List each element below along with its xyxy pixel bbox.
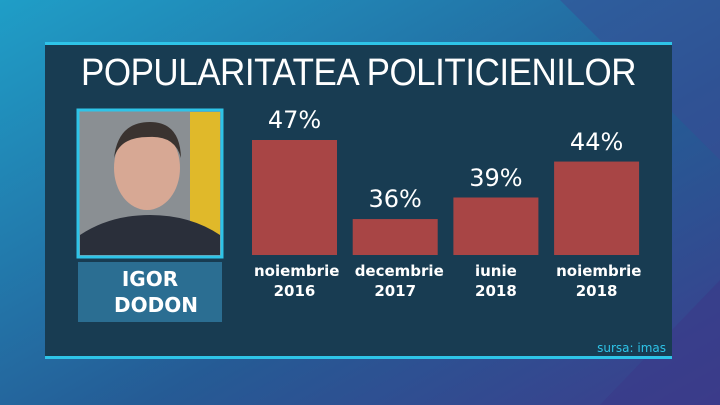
- x-tick-label: iunie 2018: [474, 262, 517, 300]
- x-tick-label: decembrie 2017: [354, 262, 444, 300]
- photo-suit: [80, 215, 220, 255]
- chart-title: POPULARITATEA POLITICIENILOR: [80, 52, 637, 94]
- panel-border: [45, 42, 672, 45]
- person-name: IGOR DODON: [114, 267, 198, 317]
- bar: [554, 161, 640, 255]
- panel-border: [45, 356, 672, 359]
- value-label: 47%: [267, 106, 322, 134]
- source: sursa: imas: [597, 341, 666, 355]
- value-label: 36%: [368, 185, 422, 214]
- bar: [352, 219, 438, 255]
- value-label: 44%: [569, 127, 624, 156]
- name-box: [78, 262, 222, 322]
- photo-face: [114, 126, 180, 210]
- x-tick-label: noiembrie 2016: [254, 262, 340, 300]
- photo-hair: [114, 122, 181, 158]
- value-label: 39%: [469, 163, 523, 192]
- x-tick-label: noiembrie 2018: [556, 262, 642, 300]
- bar: [252, 140, 337, 255]
- bar: [453, 197, 539, 255]
